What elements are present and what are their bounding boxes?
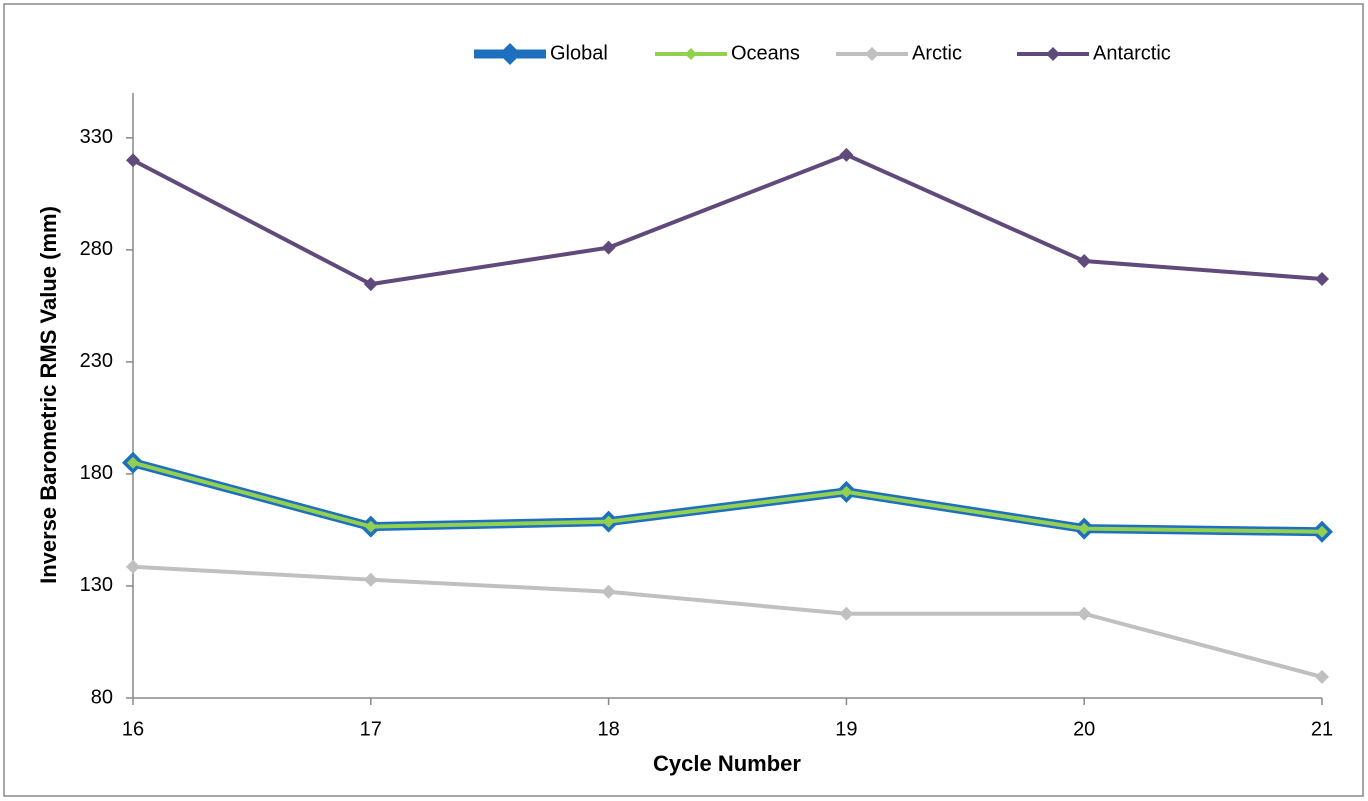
marker xyxy=(1316,525,1328,538)
legend-marker xyxy=(865,47,879,61)
x-tick-label: 18 xyxy=(597,718,619,740)
legend-marker xyxy=(499,43,521,65)
y-tick-label: 130 xyxy=(80,574,113,596)
legend-marker xyxy=(1046,47,1060,61)
x-tick-label: 16 xyxy=(122,718,144,740)
marker xyxy=(1077,606,1092,621)
legend-label: Arctic xyxy=(912,42,962,64)
legend-label: Antarctic xyxy=(1093,42,1171,64)
series-line xyxy=(132,564,1323,679)
marker xyxy=(1078,522,1091,535)
y-tick-label: 180 xyxy=(80,462,113,484)
marker xyxy=(1315,271,1329,286)
y-tick-label: 80 xyxy=(91,686,113,708)
marker xyxy=(363,277,378,292)
series-line xyxy=(132,460,1323,534)
x-tick-label: 20 xyxy=(1073,718,1095,740)
marker xyxy=(364,520,377,533)
marker xyxy=(126,153,140,168)
x-axis-label: Cycle Number xyxy=(653,751,801,776)
marker xyxy=(1077,254,1092,269)
y-axis-label: Inverse Barometric RMS Value (mm) xyxy=(36,206,61,584)
y-tick-label: 230 xyxy=(80,350,113,372)
x-tick-label: 17 xyxy=(360,718,382,740)
series-line xyxy=(132,152,1323,287)
y-tick-label: 330 xyxy=(80,126,113,148)
marker xyxy=(840,485,853,498)
x-tick-label: 21 xyxy=(1311,718,1333,740)
marker xyxy=(1315,669,1329,684)
legend-marker xyxy=(685,48,697,60)
marker xyxy=(839,147,854,162)
marker xyxy=(839,606,854,621)
x-tick-label: 19 xyxy=(835,718,857,740)
marker xyxy=(363,572,378,587)
marker xyxy=(127,456,139,469)
marker xyxy=(601,240,616,255)
chart-border xyxy=(3,3,1364,797)
legend-label: Oceans xyxy=(731,42,800,64)
y-tick-label: 280 xyxy=(80,238,113,260)
legend-label: Global xyxy=(550,42,608,64)
marker xyxy=(126,559,140,574)
marker xyxy=(601,584,616,599)
marker xyxy=(602,515,615,528)
